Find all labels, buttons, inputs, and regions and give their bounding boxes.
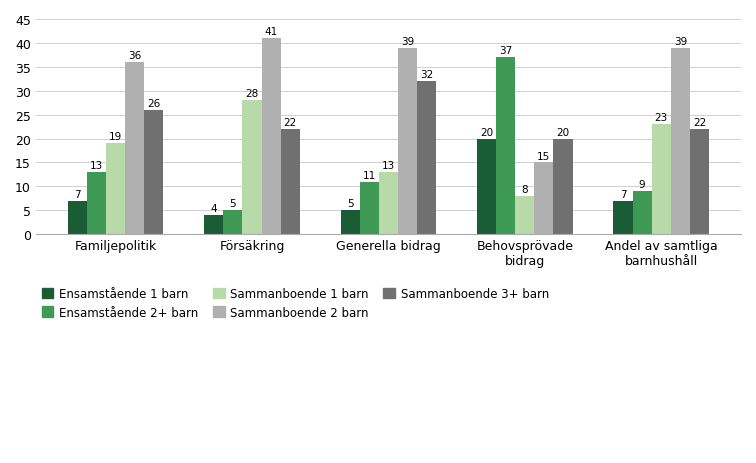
Text: 22: 22 [692, 118, 706, 128]
Text: 4: 4 [210, 204, 217, 214]
Bar [417, 82, 436, 235]
Bar [360, 182, 379, 235]
Bar [516, 197, 534, 235]
Bar [553, 139, 572, 235]
Text: 22: 22 [284, 118, 297, 128]
Bar [204, 216, 223, 235]
Text: 39: 39 [401, 37, 414, 47]
Bar [534, 163, 553, 235]
Bar [652, 125, 671, 235]
Bar [613, 201, 633, 235]
Text: 11: 11 [363, 170, 376, 180]
Text: 7: 7 [74, 189, 81, 200]
Text: 9: 9 [639, 180, 646, 190]
Text: 26: 26 [147, 99, 160, 109]
Legend: Ensamstående 1 barn, Ensamstående 2+ barn, Sammanboende 1 barn, Sammanboende 2 b: Ensamstående 1 barn, Ensamstående 2+ bar… [42, 287, 549, 319]
Bar [496, 58, 516, 235]
Bar [398, 49, 417, 235]
Text: 13: 13 [382, 161, 395, 171]
Bar [262, 39, 280, 235]
Bar [633, 192, 652, 235]
Text: 20: 20 [556, 127, 569, 138]
Bar [243, 101, 262, 235]
Text: 8: 8 [522, 185, 528, 194]
Bar [106, 144, 125, 235]
Text: 5: 5 [347, 199, 354, 209]
Bar [125, 63, 144, 235]
Text: 32: 32 [420, 70, 433, 80]
Text: 5: 5 [230, 199, 236, 209]
Bar [341, 211, 360, 235]
Text: 7: 7 [620, 189, 626, 200]
Text: 41: 41 [265, 27, 277, 37]
Bar [144, 111, 163, 235]
Text: 39: 39 [674, 37, 687, 47]
Text: 28: 28 [246, 89, 259, 99]
Bar [671, 49, 689, 235]
Text: 37: 37 [499, 46, 513, 56]
Bar [689, 130, 709, 235]
Text: 20: 20 [480, 127, 493, 138]
Bar [280, 130, 299, 235]
Bar [87, 173, 106, 235]
Bar [68, 201, 87, 235]
Bar [379, 173, 398, 235]
Text: 36: 36 [128, 51, 141, 61]
Bar [477, 139, 496, 235]
Text: 19: 19 [109, 132, 122, 142]
Text: 13: 13 [90, 161, 103, 171]
Text: 23: 23 [655, 113, 668, 123]
Text: 15: 15 [538, 151, 550, 161]
Bar [223, 211, 243, 235]
